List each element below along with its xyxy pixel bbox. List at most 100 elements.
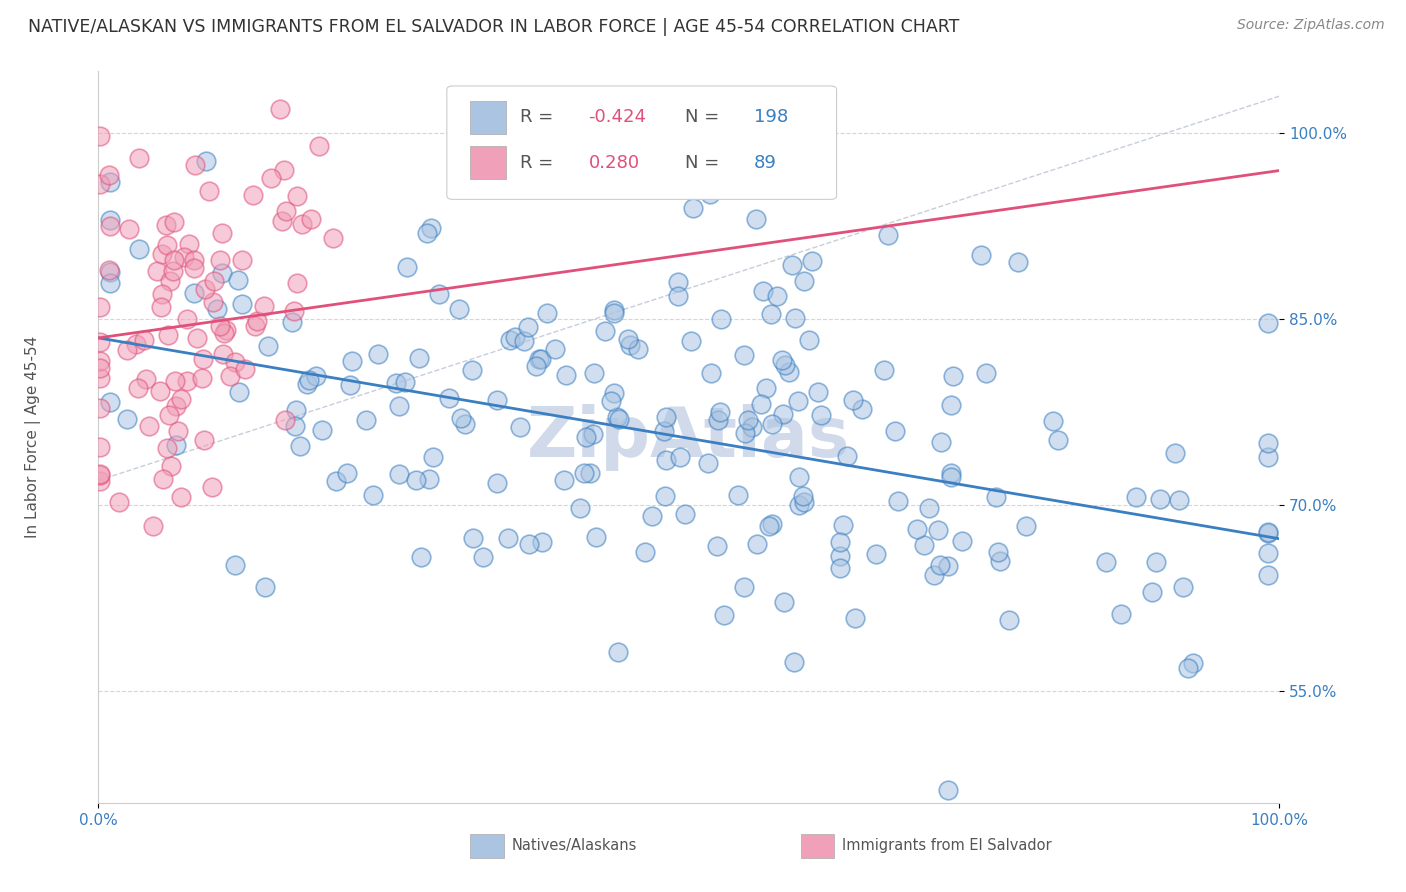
Point xyxy=(517,537,540,551)
Point xyxy=(257,339,280,353)
Point xyxy=(211,266,233,280)
Point xyxy=(789,470,811,484)
Point xyxy=(115,343,138,357)
Text: Source: ZipAtlas.com: Source: ZipAtlas.com xyxy=(1237,18,1385,32)
Point xyxy=(831,518,853,533)
Point xyxy=(873,362,896,376)
Point xyxy=(450,411,472,425)
Point xyxy=(155,219,177,233)
Point xyxy=(449,301,471,316)
Point xyxy=(215,323,238,337)
Point xyxy=(582,366,605,380)
Point xyxy=(682,201,704,215)
Point xyxy=(734,426,756,441)
Point xyxy=(512,334,534,348)
Point xyxy=(218,368,240,383)
Point xyxy=(800,254,823,268)
FancyBboxPatch shape xyxy=(471,833,503,858)
Point xyxy=(974,367,997,381)
Point xyxy=(422,450,444,464)
Point xyxy=(202,295,225,310)
FancyBboxPatch shape xyxy=(447,86,837,200)
Point xyxy=(673,508,696,522)
Point xyxy=(165,374,187,388)
Point xyxy=(179,236,201,251)
Point xyxy=(1142,584,1164,599)
Point xyxy=(311,423,333,437)
Point xyxy=(939,397,962,411)
Point xyxy=(918,500,941,515)
Point xyxy=(1125,490,1147,504)
Point xyxy=(654,410,676,425)
Point xyxy=(156,441,179,455)
Point xyxy=(929,558,952,572)
Point xyxy=(184,158,207,172)
Point xyxy=(942,369,965,384)
Point xyxy=(626,343,648,357)
Point xyxy=(208,253,231,268)
Point xyxy=(851,402,873,417)
Point xyxy=(308,139,330,153)
Point xyxy=(792,489,814,503)
Point xyxy=(747,536,769,550)
Point xyxy=(118,222,141,236)
Point xyxy=(231,252,253,267)
Point xyxy=(1163,446,1185,460)
Point xyxy=(299,211,322,226)
Point xyxy=(157,409,180,423)
Point xyxy=(699,186,721,201)
Point xyxy=(641,508,664,523)
Point xyxy=(461,531,484,545)
Point xyxy=(759,307,782,321)
Text: 198: 198 xyxy=(754,109,789,127)
Point xyxy=(183,261,205,276)
Text: ZipAtlas: ZipAtlas xyxy=(527,403,851,471)
Point xyxy=(461,363,484,377)
Point xyxy=(276,204,298,219)
Point xyxy=(807,385,830,400)
Point xyxy=(89,401,111,415)
Point xyxy=(162,264,184,278)
Point xyxy=(939,470,962,484)
Point xyxy=(837,449,859,463)
Point xyxy=(531,535,554,549)
Point xyxy=(710,311,733,326)
Point xyxy=(394,376,416,390)
Point xyxy=(778,365,800,379)
Point xyxy=(709,405,731,419)
Point xyxy=(733,348,755,362)
Point xyxy=(260,170,283,185)
Point xyxy=(224,355,246,369)
Point xyxy=(89,300,111,314)
Point xyxy=(408,351,430,366)
Point xyxy=(211,226,233,240)
Point xyxy=(607,411,630,425)
Point xyxy=(115,411,138,425)
Point xyxy=(707,413,730,427)
Point xyxy=(783,655,806,669)
Point xyxy=(697,456,720,470)
Point xyxy=(287,276,309,290)
Point xyxy=(454,417,477,432)
Text: In Labor Force | Age 45-54: In Labor Force | Age 45-54 xyxy=(25,336,41,538)
Point xyxy=(1047,433,1070,447)
Point xyxy=(828,549,851,564)
Point xyxy=(1257,546,1279,560)
Point xyxy=(786,394,808,409)
Point xyxy=(782,258,804,272)
Point xyxy=(755,381,778,395)
Point xyxy=(142,519,165,533)
Point xyxy=(828,560,851,574)
Text: 89: 89 xyxy=(754,153,776,172)
Point xyxy=(1177,661,1199,675)
Point xyxy=(224,558,246,573)
Point xyxy=(927,523,949,537)
Point xyxy=(285,188,308,202)
Point xyxy=(271,213,294,227)
Point xyxy=(517,320,540,334)
Point xyxy=(156,328,179,343)
Point xyxy=(744,211,766,226)
Text: Immigrants from El Salvador: Immigrants from El Salvador xyxy=(842,838,1052,853)
Point xyxy=(437,391,460,405)
Point xyxy=(472,550,495,565)
